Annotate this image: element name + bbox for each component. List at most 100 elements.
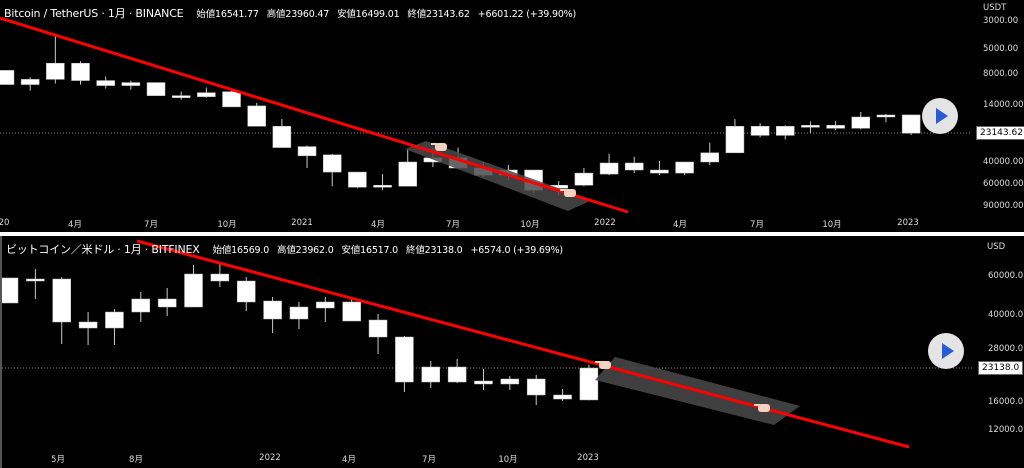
candle (78, 312, 98, 345)
candle-body (599, 162, 619, 175)
bottom-chart-canvas[interactable] (2, 236, 1024, 468)
time-axis-label: 8月 (129, 455, 143, 465)
time-axis-label: 7月 (144, 220, 158, 230)
candle-body (297, 146, 317, 157)
price-axis-label: 60000.0 (988, 271, 1024, 281)
candle-body (210, 273, 230, 282)
candle-body (96, 80, 115, 86)
high-value: 高値23960.47 (266, 9, 330, 20)
candle (579, 364, 599, 401)
hand-pointer-icon[interactable] (431, 143, 447, 151)
candle (625, 156, 644, 174)
candle-body (826, 125, 845, 129)
candle-body (421, 366, 441, 383)
time-axis-label: 7月 (422, 455, 436, 465)
candle-body (52, 278, 71, 323)
low-value: 安値16517.0 (341, 245, 399, 256)
candle-body (184, 273, 203, 308)
candle (289, 301, 309, 330)
candle (210, 261, 230, 287)
candle (901, 114, 921, 136)
candle (46, 33, 65, 84)
price-axis-label: 3000.00 (983, 16, 1019, 26)
symbol-title[interactable]: Bitcoin / TetherUS · 1月 · BINANCE (4, 7, 184, 20)
candle (368, 313, 388, 355)
candle-body (474, 380, 493, 385)
time-axis-label: 4月 (342, 455, 356, 465)
price-axis-label: 8000.00 (983, 69, 1019, 80)
candle (121, 80, 141, 90)
currency-label[interactable]: USD (987, 242, 1006, 252)
candle-body (71, 62, 90, 81)
candle (26, 269, 45, 299)
candle (421, 361, 441, 389)
candle-body (247, 105, 266, 127)
candle-body (526, 378, 546, 396)
candle-body (750, 126, 770, 136)
candle (52, 277, 71, 344)
high-value: 高値23962.0 (277, 245, 334, 256)
trend-line[interactable] (136, 239, 910, 449)
candle-body (851, 116, 871, 129)
candle-body (236, 280, 256, 303)
candle (131, 292, 151, 323)
candle (526, 375, 546, 406)
time-axis-label: 4月 (673, 220, 687, 230)
candle (876, 114, 896, 123)
hand-pointer-icon[interactable] (754, 404, 770, 412)
candle (105, 309, 124, 345)
pane-separator[interactable] (0, 232, 1024, 236)
candle (272, 119, 292, 148)
candle-body (625, 162, 644, 171)
candle (650, 160, 669, 176)
time-axis-label: 10月 (822, 220, 842, 230)
candle (297, 145, 317, 169)
candle (553, 389, 572, 401)
candle (20, 77, 40, 91)
candle-body (105, 311, 124, 329)
candle-body (398, 161, 417, 187)
low-value: 安値16499.01 (337, 9, 400, 20)
candle-body (801, 125, 820, 128)
play-icon[interactable] (928, 333, 964, 369)
trend-line[interactable] (0, 16, 629, 214)
candle (500, 375, 520, 391)
candle (236, 277, 256, 312)
time-axis-label: 7月 (446, 220, 460, 230)
hand-pointer-icon[interactable] (595, 361, 611, 369)
candle (157, 287, 177, 316)
symbol-title[interactable]: ビットコイン／米ドル · 1月 · BITFINEX (6, 243, 200, 256)
price-axis-label: 5000.00 (983, 43, 1019, 54)
change-value: +6601.22 (+39.90%) (477, 9, 576, 20)
time-axis-label: 2023 (897, 218, 919, 228)
close-value: 終値23138.0 (406, 245, 463, 256)
open-value: 始値16541.77 (196, 9, 259, 20)
time-axis-label: 2022 (259, 453, 281, 463)
time-axis-label: 20 (0, 218, 10, 228)
candle (776, 125, 795, 140)
candle (316, 296, 335, 323)
candle-body (700, 152, 720, 163)
time-axis-label: 2023 (577, 453, 599, 463)
candle (2, 277, 19, 304)
candle (222, 89, 241, 108)
top-chart-header: Bitcoin / TetherUS · 1月 · BINANCE 始値1654… (4, 5, 581, 21)
currency-label[interactable]: USDT (983, 3, 1007, 13)
close-value: 終値23143.62 (407, 9, 470, 20)
bottom-chart-pane[interactable]: ビットコイン／米ドル · 1月 · BITFINEX 始値16569.0 高値2… (0, 236, 1024, 468)
candle-body (197, 92, 216, 97)
candle-body (574, 172, 594, 186)
candle (96, 76, 115, 89)
candle-body (20, 79, 40, 85)
candle (474, 369, 493, 391)
candle (700, 142, 720, 165)
candle (851, 111, 871, 130)
candle (599, 153, 619, 176)
top-chart-pane[interactable]: Bitcoin / TetherUS · 1月 · BINANCE 始値1654… (0, 0, 1024, 232)
candle-body (272, 126, 292, 148)
top-chart-canvas[interactable] (0, 0, 1024, 232)
hand-pointer-icon[interactable] (560, 189, 576, 197)
current-price-label: 23143.62 (976, 126, 1024, 140)
price-axis-label: 28000.0 (988, 343, 1024, 354)
play-icon[interactable] (922, 98, 958, 134)
